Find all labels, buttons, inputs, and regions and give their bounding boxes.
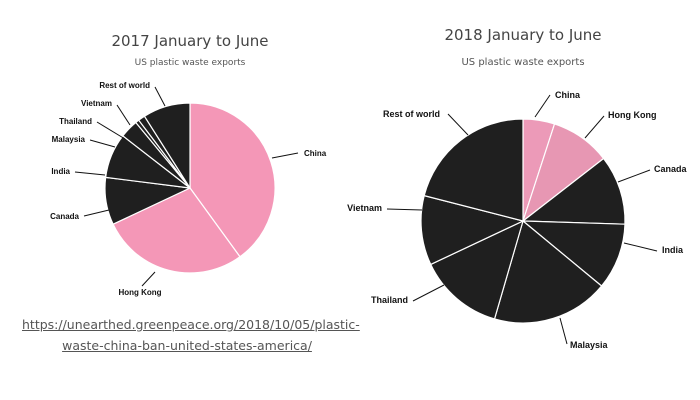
slice-label-canada: Canada: [654, 164, 688, 174]
chart-title: 2018 January to June: [444, 26, 601, 44]
slice-label-vietnam: Vietnam: [81, 99, 112, 108]
pie-slice-china: [189, 102, 276, 258]
leader-line-thailand: [96, 121, 126, 140]
leader-line-india: [74, 171, 106, 176]
slice-label-hong-kong: Hong Kong: [608, 110, 657, 120]
pie-slice-rest-of-world: [423, 118, 524, 222]
pie-slice-thailand: [430, 220, 524, 320]
source-link-line-2: waste-china-ban-united-states-america/: [62, 338, 312, 353]
slice-label-rest-of-world: Rest of world: [99, 81, 150, 90]
pie-slice-canada: [522, 157, 626, 225]
leader-line-hong-kong: [584, 115, 605, 139]
chart-title: 2017 January to June: [111, 32, 268, 50]
source-link-line-1: https://unearthed.greenpeace.org/2018/10…: [22, 317, 360, 332]
leader-line-canada: [617, 169, 651, 183]
slice-label-malaysia: Malaysia: [52, 135, 86, 144]
leader-line-india: [623, 242, 658, 252]
leader-line-malaysia: [559, 317, 568, 345]
leader-line-hong-kong: [141, 271, 156, 287]
leader-line-rest-of-world: [154, 86, 166, 107]
pie-slice-hong-kong: [112, 187, 241, 274]
leader-line-vietnam: [386, 208, 423, 211]
slice-label-malaysia: Malaysia: [570, 340, 609, 350]
pie-slice-malaysia: [493, 220, 603, 324]
leader-line-malaysia: [89, 139, 116, 148]
leader-line-rest-of-world: [447, 113, 469, 136]
leader-line-canada: [83, 209, 110, 217]
source-link[interactable]: https://unearthed.greenpeace.org/2018/10…: [22, 314, 360, 356]
slice-label-china: China: [555, 90, 581, 100]
slice-label-india: India: [662, 245, 684, 255]
slice-label-china: China: [304, 149, 327, 158]
pie-slice-rest-of-world: [143, 102, 191, 189]
leader-line-thailand: [412, 284, 445, 302]
slice-label-india: India: [51, 167, 70, 176]
slice-label-hong-kong: Hong Kong: [118, 288, 161, 297]
slice-label-vietnam: Vietnam: [347, 203, 382, 213]
leader-line-vietnam: [116, 104, 131, 126]
pie-chart-2018: 2018 January to June US plastic waste ex…: [347, 26, 687, 350]
pie-slice-vietnam: [420, 195, 524, 266]
slice-label-canada: Canada: [50, 212, 79, 221]
chart-subtitle: US plastic waste exports: [461, 57, 584, 68]
slice-label-thailand: Thailand: [371, 295, 408, 305]
leader-line-china: [271, 152, 299, 159]
slice-label-thailand: Thailand: [59, 117, 92, 126]
slice-label-rest-of-world: Rest of world: [383, 109, 440, 119]
pie-chart-2017: 2017 January to June US plastic waste ex…: [50, 32, 327, 297]
leader-line-china: [534, 94, 551, 118]
chart-subtitle: US plastic waste exports: [135, 58, 246, 68]
